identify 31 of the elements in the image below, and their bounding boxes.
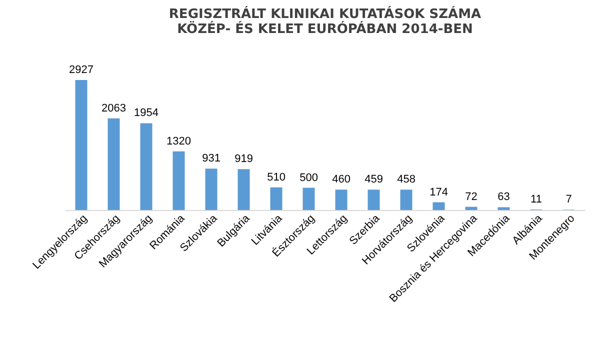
data-label: 174	[430, 186, 448, 198]
data-label: 2063	[102, 102, 126, 114]
bar	[172, 151, 185, 210]
bar	[108, 118, 120, 210]
bar	[498, 207, 510, 210]
bar	[302, 188, 315, 210]
bar	[270, 187, 282, 210]
data-label: 931	[202, 152, 220, 165]
bar	[75, 80, 88, 210]
data-label: 1320	[166, 135, 191, 148]
data-label: 1954	[134, 107, 158, 120]
bar	[335, 190, 348, 210]
data-label: 459	[364, 174, 383, 186]
data-label: 510	[267, 171, 286, 184]
bar	[238, 169, 250, 210]
data-label: 919	[234, 153, 253, 166]
data-label: 7	[566, 194, 572, 206]
data-label: 2927	[69, 64, 94, 76]
bar	[400, 190, 412, 210]
data-label: 11	[530, 194, 542, 206]
data-label: 63	[498, 191, 510, 204]
bar	[465, 206, 478, 210]
bar	[140, 123, 152, 210]
chart-title: REGISZTRÁLT KLINIKAI KUTATÁSOK SZÁMA KÖZÉP- ÉS KELET EURÓPÁBAN 2014-BEN	[168, 5, 482, 37]
bar	[432, 202, 445, 210]
data-label: 72	[465, 190, 478, 203]
bar	[368, 190, 380, 210]
data-label: 500	[300, 172, 318, 184]
bar	[205, 168, 218, 210]
data-label: 458	[397, 174, 416, 186]
data-label: 460	[332, 174, 350, 186]
